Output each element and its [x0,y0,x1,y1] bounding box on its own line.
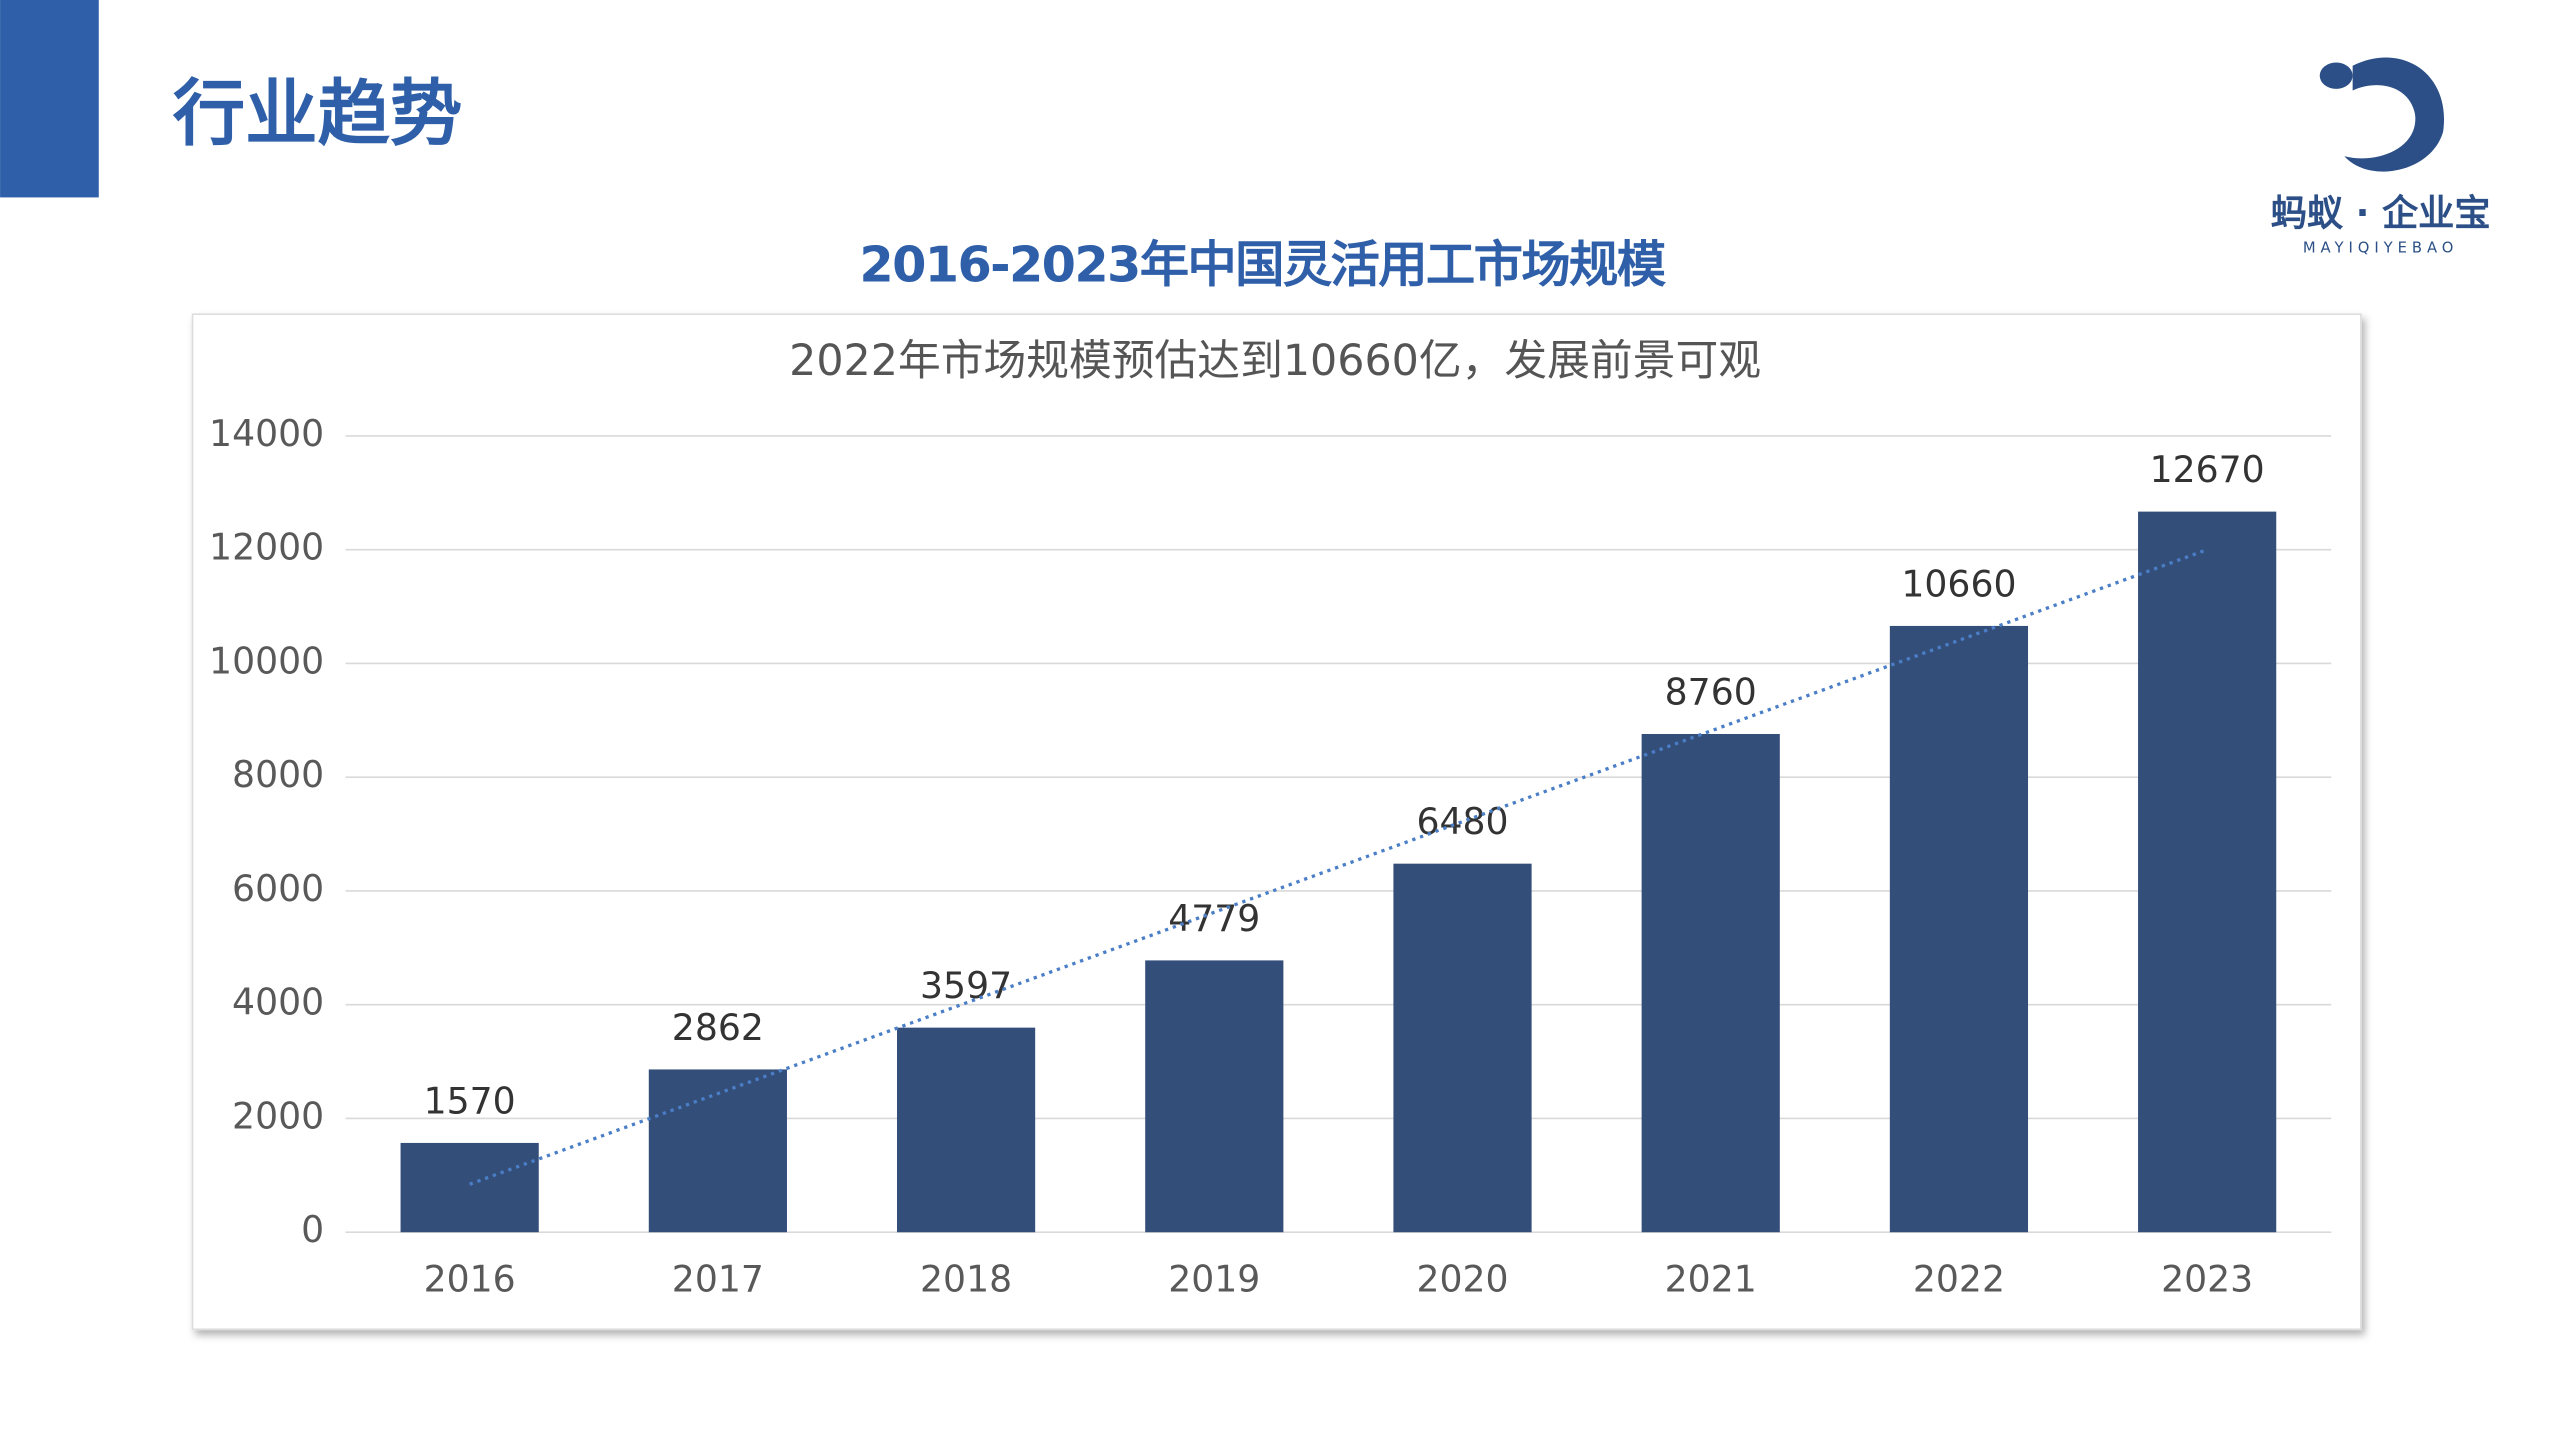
bar [2138,511,2277,1233]
y-tick-label: 4000 [232,981,324,1024]
y-tick-label: 14000 [209,412,324,455]
data-label: 12670 [2150,448,2265,491]
header-accent [0,0,99,198]
y-tick-label: 6000 [232,867,324,910]
y-tick-label: 2000 [232,1094,324,1137]
y-tick-label: 10000 [209,639,324,682]
logo: 蚂蚁 · 企业宝 MAYIQIYEBAO [2271,57,2491,256]
x-tick-label: 2018 [920,1258,1012,1301]
x-tick-label: 2016 [424,1258,516,1301]
x-tick-label: 2022 [1913,1258,2005,1301]
bar [1641,733,1780,1233]
chart-subtitle: 2022年市场规模预估达到10660亿，发展前景可观 [789,336,1761,386]
x-tick-label: 2017 [672,1258,764,1301]
y-tick-label: 0 [301,1208,324,1251]
bar [648,1069,787,1233]
plot: 0 2000 4000 6000 8000 10000 12000 14000 2016 1570… [209,412,2332,1301]
data-label: 3597 [920,964,1012,1007]
bar [1889,625,2029,1233]
chart-title: 2016-2023年中国灵活用工市场规模 [859,236,1666,294]
logo-mark [2344,57,2445,172]
data-label: 8760 [1665,671,1757,714]
x-tick-label: 2020 [1416,1258,1508,1301]
bar [400,1142,539,1233]
bar [1393,863,1532,1233]
bar [896,1027,1036,1233]
logo-dot [2319,62,2353,89]
trendline [469,548,2208,1186]
data-label: 4779 [1168,897,1260,940]
y-tick-label: 12000 [209,526,324,569]
data-label: 10660 [1901,562,2016,605]
x-tick-label: 2019 [1168,1258,1260,1301]
x-tick-label: 2021 [1665,1258,1757,1301]
page-title: 行业趋势 [173,72,463,156]
data-label: 6480 [1416,800,1508,843]
logo-pinyin: MAYIQIYEBAO [2303,239,2459,256]
x-tick-label: 2023 [2161,1258,2253,1301]
bar [1145,960,1284,1233]
data-label: 2862 [672,1006,764,1049]
data-label: 1570 [424,1079,516,1122]
logo-name: 蚂蚁 · 企业宝 [2271,192,2491,235]
y-tick-label: 8000 [232,753,324,796]
